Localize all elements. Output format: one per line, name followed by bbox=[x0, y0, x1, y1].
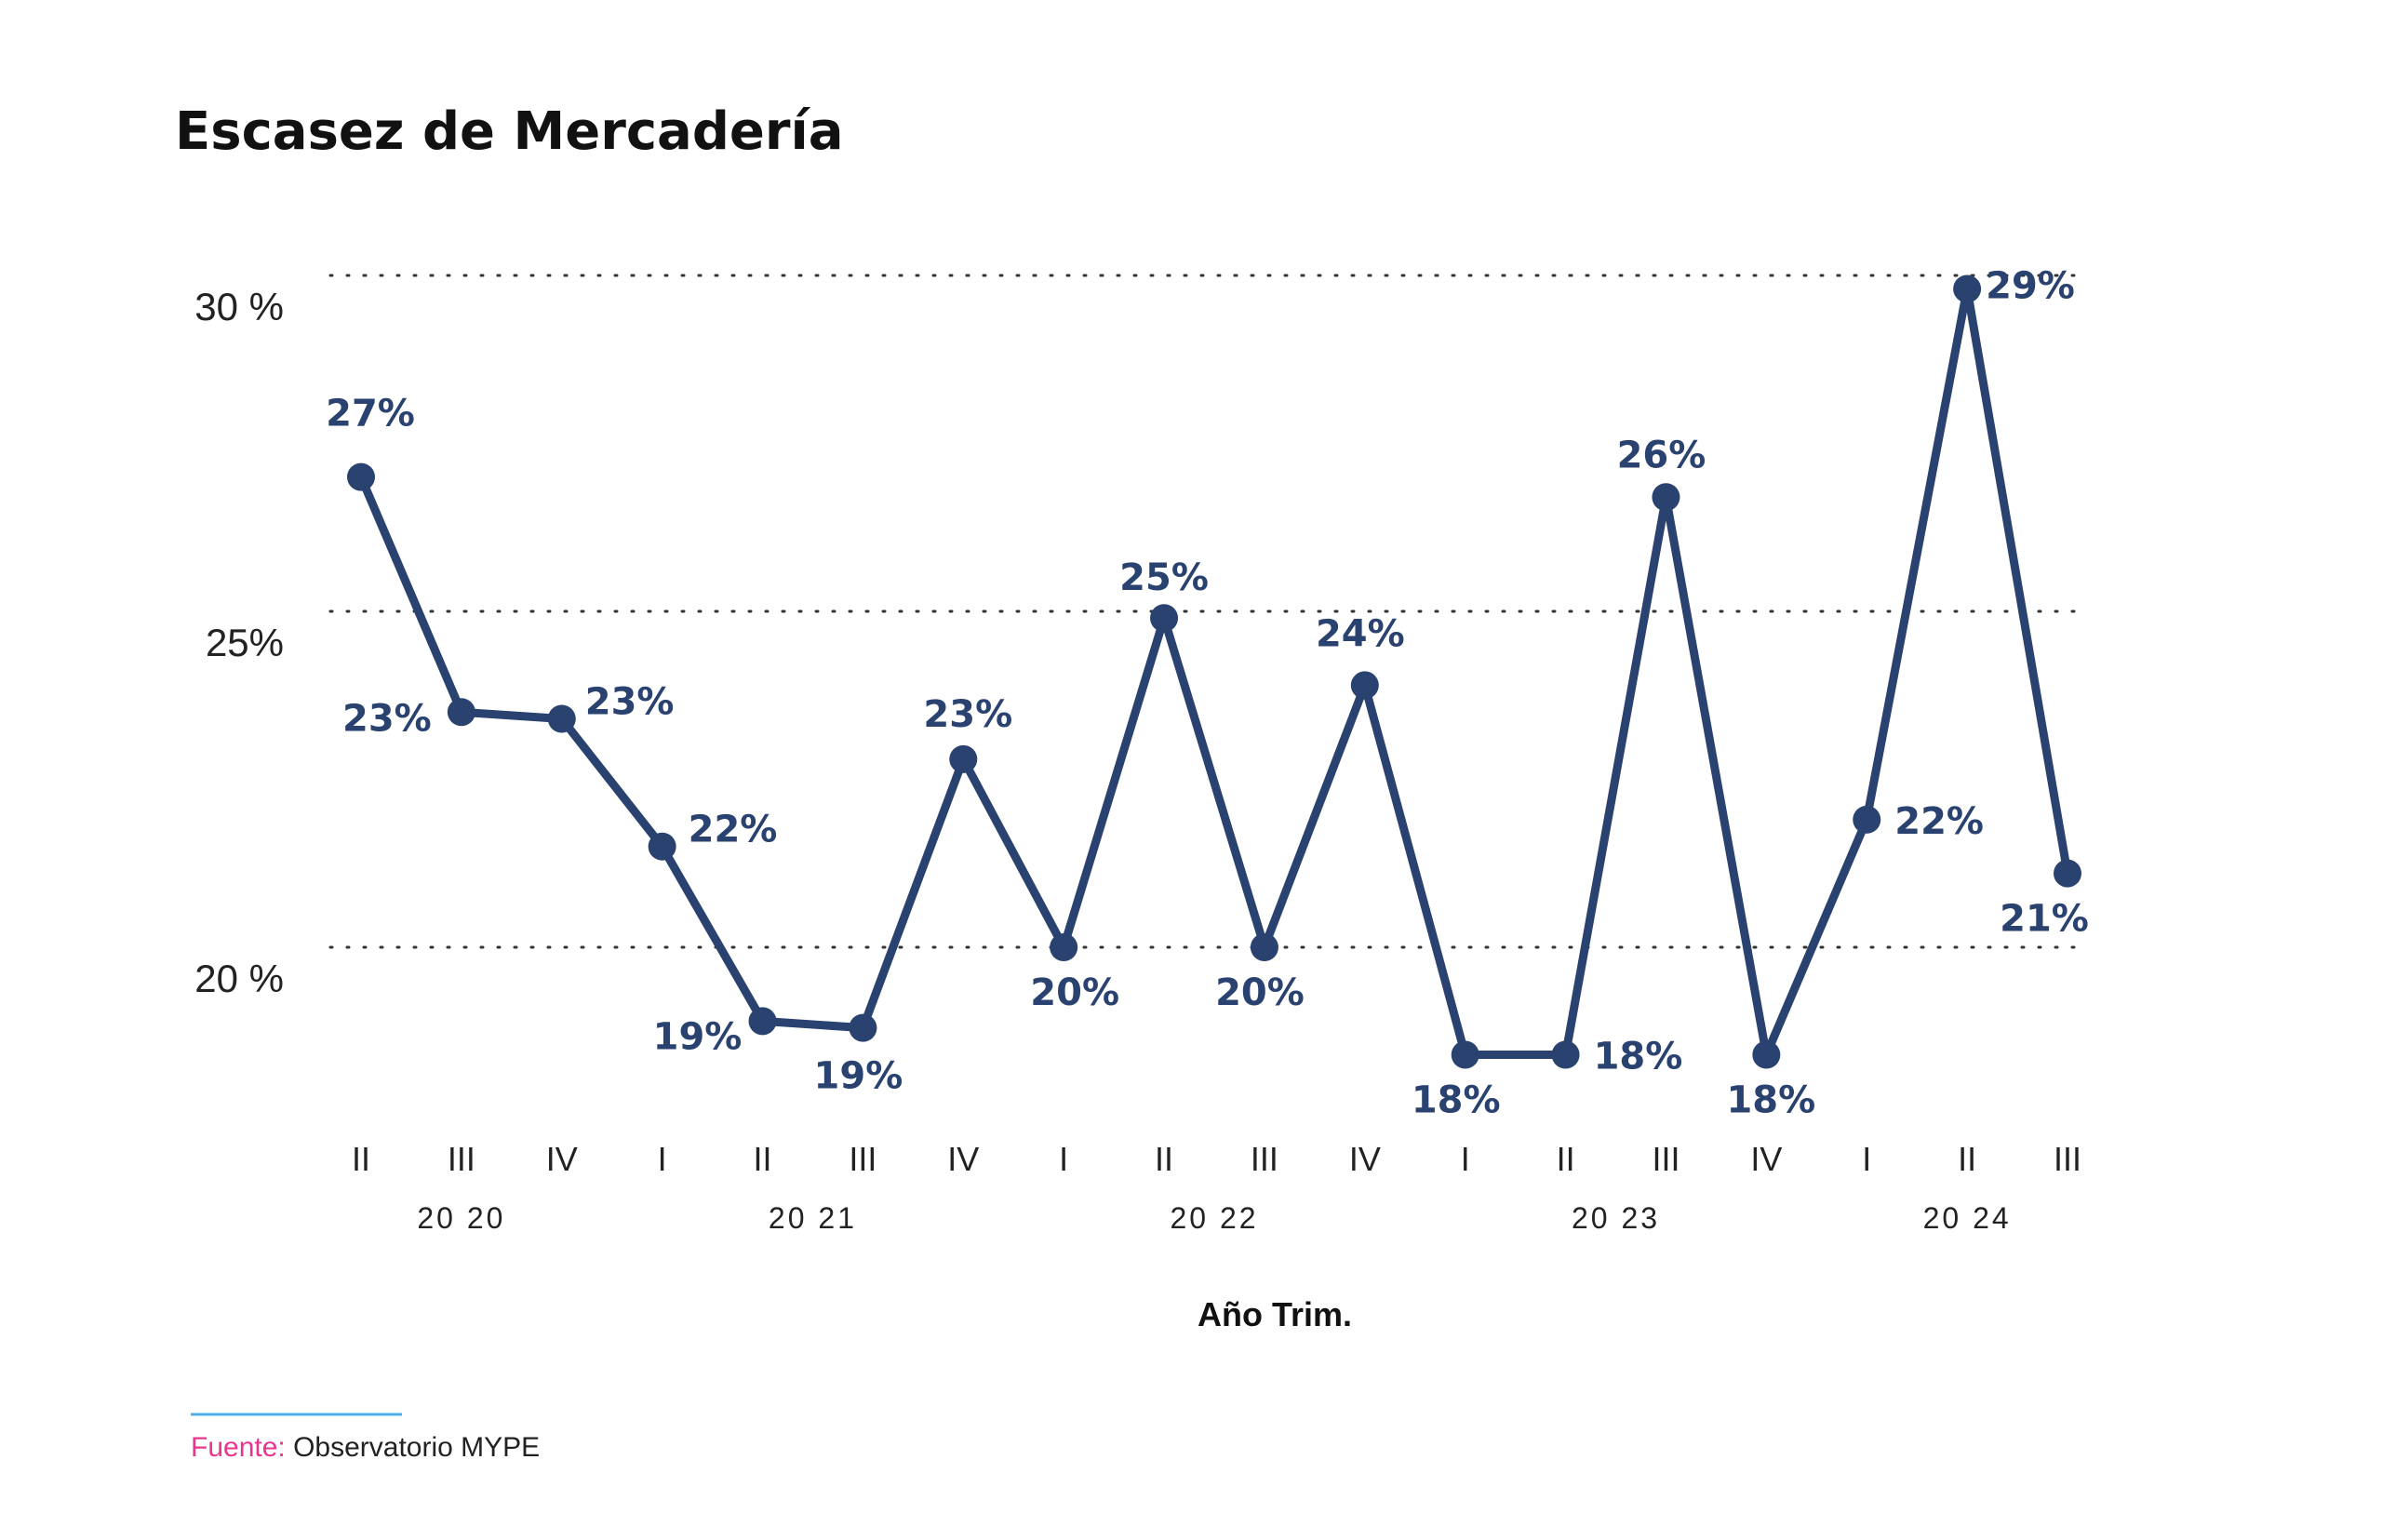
data-label: 24% bbox=[1316, 612, 1405, 655]
x-tick-label: II bbox=[1557, 1140, 1575, 1178]
data-point bbox=[1752, 1040, 1781, 1069]
x-tick-label: III bbox=[448, 1140, 475, 1178]
year-label: 20 23 bbox=[1572, 1201, 1660, 1235]
data-point bbox=[949, 744, 978, 773]
year-label: 20 24 bbox=[1923, 1201, 2012, 1235]
x-tick-label: I bbox=[658, 1140, 667, 1178]
data-point bbox=[1350, 671, 1379, 700]
data-point bbox=[1853, 805, 1881, 834]
data-label: 22% bbox=[1894, 800, 1984, 843]
series-line bbox=[356, 284, 2072, 1060]
data-label: 18% bbox=[1726, 1079, 1815, 1122]
source-prefix: Fuente: bbox=[191, 1432, 286, 1463]
data-label: 22% bbox=[689, 809, 778, 851]
data-label: 20% bbox=[1030, 971, 1119, 1014]
x-tick-label: II bbox=[1958, 1140, 1976, 1178]
x-tick-label: IV bbox=[947, 1140, 979, 1178]
x-axis-label: Año Trim. bbox=[1198, 1295, 1352, 1333]
data-point bbox=[1451, 1040, 1479, 1069]
y-axis: 30 % 25% 20 % bbox=[194, 285, 284, 1000]
data-label: 21% bbox=[2000, 898, 2089, 941]
data-point bbox=[347, 462, 375, 491]
source-note: Fuente: Observatorio MYPE bbox=[191, 1432, 540, 1463]
data-point bbox=[1551, 1040, 1580, 1069]
data-label: 27% bbox=[326, 393, 415, 435]
x-tick-label: I bbox=[1862, 1140, 1871, 1178]
y-tick-label: 25% bbox=[206, 621, 284, 664]
data-label: 19% bbox=[814, 1055, 903, 1098]
x-tick-label: III bbox=[1652, 1140, 1679, 1178]
x-tick-label: III bbox=[2054, 1140, 2081, 1178]
data-label: 26% bbox=[1617, 434, 1706, 476]
data-label: 29% bbox=[1986, 264, 2075, 307]
x-tick-label: II bbox=[352, 1140, 370, 1178]
x-tick-label: II bbox=[1155, 1140, 1173, 1178]
year-label: 20 22 bbox=[1170, 1201, 1258, 1235]
data-point bbox=[547, 704, 576, 733]
data-label: 23% bbox=[342, 697, 432, 740]
data-label: 18% bbox=[1594, 1036, 1683, 1078]
data-series: 27% 23% 23% 22% 19% 19% 23% 20% 25% 20% 24% 18% 18% 2… bbox=[326, 264, 2089, 1121]
year-label: 20 20 bbox=[417, 1201, 505, 1235]
x-tick-label: IV bbox=[546, 1140, 578, 1178]
data-label: 20% bbox=[1215, 971, 1305, 1014]
source-text: Observatorio MYPE bbox=[286, 1432, 540, 1463]
x-tick-label: II bbox=[754, 1140, 772, 1178]
chart-title: Escasez de Mercadería bbox=[175, 101, 844, 162]
x-tick-label: IV bbox=[1349, 1140, 1381, 1178]
data-point bbox=[648, 832, 676, 861]
y-tick-label: 30 % bbox=[194, 285, 284, 328]
gridlines bbox=[328, 274, 2077, 949]
data-label: 23% bbox=[585, 681, 675, 724]
data-point bbox=[849, 1013, 877, 1042]
data-point bbox=[1150, 604, 1179, 633]
x-tick-label: I bbox=[1059, 1140, 1068, 1178]
data-point bbox=[748, 1007, 777, 1036]
data-label: 25% bbox=[1119, 556, 1209, 599]
data-label: 18% bbox=[1412, 1079, 1501, 1122]
data-point bbox=[447, 698, 475, 727]
x-tick-label: III bbox=[1251, 1140, 1278, 1178]
year-label: 20 21 bbox=[769, 1201, 857, 1235]
data-point bbox=[1652, 483, 1680, 512]
data-point bbox=[1953, 275, 1982, 303]
data-label: 23% bbox=[923, 693, 1012, 736]
x-tick-label: IV bbox=[1750, 1140, 1782, 1178]
x-axis: II III IV I II III IV I II III IV I II III IV I II III20 … bbox=[352, 1140, 2081, 1235]
data-point bbox=[1250, 933, 1278, 961]
x-tick-label: I bbox=[1461, 1140, 1470, 1178]
x-tick-label: III bbox=[849, 1140, 877, 1178]
data-label: 19% bbox=[653, 1015, 743, 1058]
data-point bbox=[2054, 859, 2081, 888]
data-point bbox=[1050, 933, 1078, 961]
y-tick-label: 20 % bbox=[194, 957, 284, 1000]
